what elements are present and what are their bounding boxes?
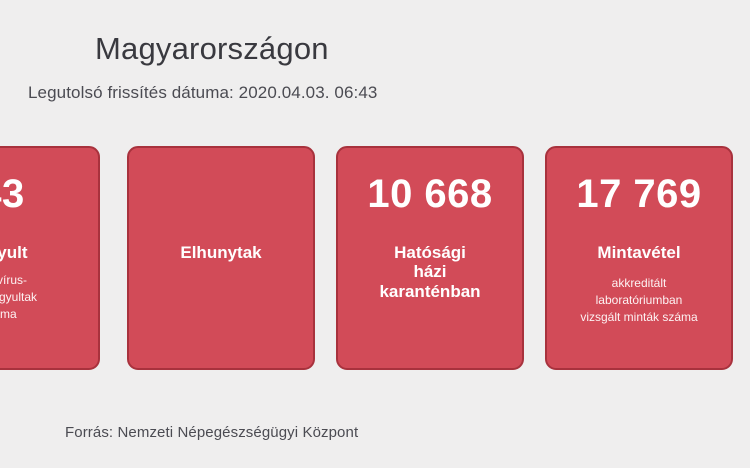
stat-card-content: Elhunytak (129, 148, 313, 368)
stat-card-content: 43 ógyult onavírus- ől gyógyultak záma (0, 148, 98, 368)
stat-card-elhunytak[interactable]: Elhunytak (127, 146, 315, 370)
stat-description-line: ől gyógyultak (0, 290, 38, 305)
stat-description-line: záma (0, 307, 17, 322)
stat-card-gyogyult[interactable]: 43 ógyult onavírus- ől gyógyultak záma (0, 146, 100, 370)
stat-card-content: 10 668 Hatósági házi karanténban (338, 148, 522, 368)
stat-label: Mintavétel (597, 243, 681, 262)
stat-card-row: 43 ógyult onavírus- ől gyógyultak záma E… (0, 146, 750, 370)
last-update-timestamp: Legutolsó frissítés dátuma: 2020.04.03. … (28, 83, 378, 102)
stat-description-line: akkreditált (611, 276, 667, 290)
stat-description-line: vizsgált minták száma (580, 310, 698, 325)
stat-card-content: 17 769 Mintavétel akkreditált laboratóri… (547, 148, 731, 368)
stat-label: Hatósági házi karanténban (379, 243, 481, 301)
stat-label: Elhunytak (180, 243, 262, 262)
stat-value: 17 769 (576, 172, 702, 216)
stat-card-mintavetel[interactable]: 17 769 Mintavétel akkreditált laboratóri… (545, 146, 733, 370)
stat-card-hatosagi-hazi-karanten[interactable]: 10 668 Hatósági házi karanténban (336, 146, 524, 370)
stat-description-line: onavírus- (0, 273, 28, 287)
stat-value: 43 (0, 172, 25, 216)
stat-description: onavírus- ől gyógyultak záma (0, 272, 98, 323)
stat-description: akkreditált laboratóriumban vizsgált min… (547, 275, 731, 326)
source-attribution: Forrás: Nemzeti Népegészségügyi Központ (65, 424, 359, 441)
stat-label: ógyult (0, 243, 28, 262)
stat-description-line: laboratóriumban (595, 293, 683, 308)
page-title: Magyarországon (95, 31, 329, 66)
stat-value: 10 668 (367, 172, 493, 216)
